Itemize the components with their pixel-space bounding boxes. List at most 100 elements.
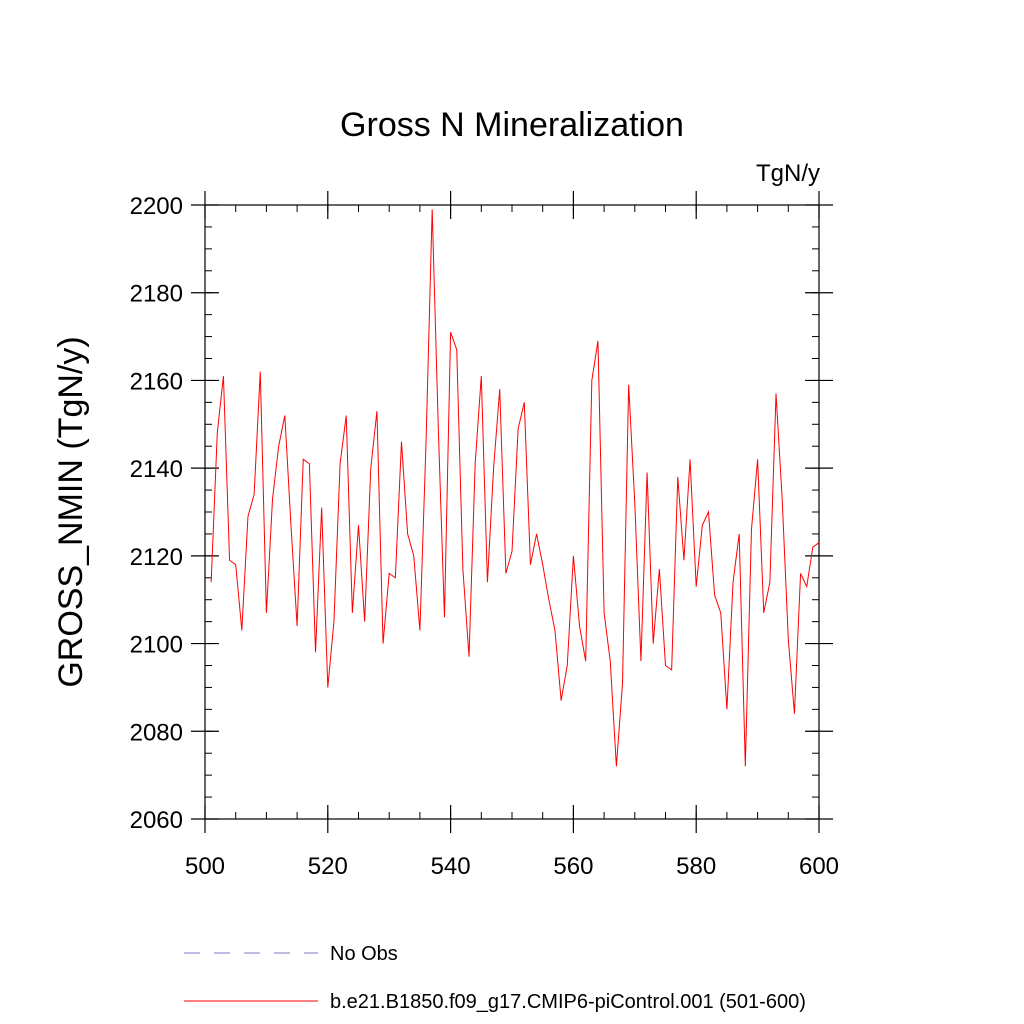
data-point: [450, 332, 451, 333]
data-point: [395, 577, 396, 578]
data-point: [303, 459, 304, 460]
legend: No Obs b.e21.B1850.f09_g17.CMIP6-piContr…: [184, 943, 806, 1013]
data-point: [346, 415, 347, 416]
data-point: [211, 582, 212, 583]
data-point: [432, 209, 433, 210]
data-point: [646, 472, 647, 473]
data-point: [561, 700, 562, 701]
data-point: [272, 498, 273, 499]
y-tick-label: 2120: [130, 544, 183, 571]
data-point: [247, 516, 248, 517]
data-point: [818, 542, 819, 543]
data-point: [217, 432, 218, 433]
data-point: [456, 349, 457, 350]
data-point: [696, 586, 697, 587]
data-point: [659, 568, 660, 569]
data-point: [327, 687, 328, 688]
data-point: [425, 441, 426, 442]
data-point: [352, 612, 353, 613]
data-point: [782, 498, 783, 499]
data-point: [407, 533, 408, 534]
data-point: [788, 639, 789, 640]
data-point: [364, 621, 365, 622]
data-point: [536, 533, 537, 534]
data-point: [585, 661, 586, 662]
data-point: [775, 393, 776, 394]
data-point: [763, 612, 764, 613]
data-point: [610, 661, 611, 662]
data-point: [739, 533, 740, 534]
data-point: [677, 476, 678, 477]
y-tick-label: 2140: [130, 456, 183, 483]
y-tick-label: 2060: [130, 807, 183, 834]
data-point: [757, 459, 758, 460]
minor-ticks: [204, 204, 820, 820]
data-point: [745, 766, 746, 767]
y-tick-label: 2100: [130, 632, 183, 659]
legend-label-model: b.e21.B1850.f09_g17.CMIP6-piControl.001 …: [330, 991, 806, 1013]
data-point: [800, 573, 801, 574]
y-tick-label: 2200: [130, 193, 183, 220]
major-ticks: [191, 191, 833, 833]
data-point: [622, 682, 623, 683]
data-point: [683, 560, 684, 561]
data-point: [548, 599, 549, 600]
data-point: [751, 529, 752, 530]
tick-labels: 500 520 540 560 580 600 2060 2080 2100 2120 2140 21…: [130, 193, 839, 880]
x-tick-label: 560: [553, 853, 593, 880]
data-point: [794, 713, 795, 714]
data-point: [382, 643, 383, 644]
data-point: [315, 652, 316, 653]
data-point: [665, 665, 666, 666]
y-tick-label: 2180: [130, 281, 183, 308]
data-point: [370, 468, 371, 469]
data-point: [591, 380, 592, 381]
x-tick-label: 500: [185, 853, 225, 880]
data-point: [438, 428, 439, 429]
data-point: [481, 375, 482, 376]
data-point: [628, 384, 629, 385]
data-point: [499, 389, 500, 390]
data-point: [524, 402, 525, 403]
data-point: [708, 511, 709, 512]
data-point: [241, 630, 242, 631]
chart-title: Gross N Mineralization: [340, 106, 684, 144]
data-point: [333, 621, 334, 622]
data-point: [597, 340, 598, 341]
data-point: [444, 617, 445, 618]
data-point: [812, 546, 813, 547]
data-point: [290, 525, 291, 526]
data-point: [567, 665, 568, 666]
data-point: [493, 468, 494, 469]
data-point: [653, 643, 654, 644]
data-point: [616, 766, 617, 767]
units-label: TgN/y: [756, 160, 820, 187]
data-point: [671, 669, 672, 670]
data-point: [339, 463, 340, 464]
plot-frame: [204, 204, 820, 820]
data-point: [640, 661, 641, 662]
legend-label-no-obs: No Obs: [330, 943, 398, 965]
data-point: [266, 612, 267, 613]
data-point: [579, 625, 580, 626]
data-point: [223, 375, 224, 376]
x-tick-label: 600: [799, 853, 839, 880]
y-tick-label: 2080: [130, 719, 183, 746]
data-point: [297, 625, 298, 626]
data-point: [358, 525, 359, 526]
data-point: [376, 411, 377, 412]
data-point: [235, 564, 236, 565]
data-point: [462, 568, 463, 569]
data-point: [726, 709, 727, 710]
data-point: [769, 582, 770, 583]
series-line: [210, 209, 820, 767]
data-point: [511, 551, 512, 552]
data-point: [413, 555, 414, 556]
data-point: [505, 573, 506, 574]
y-tick-label: 2160: [130, 368, 183, 395]
data-point: [518, 428, 519, 429]
data-point: [475, 463, 476, 464]
data-point: [634, 503, 635, 504]
data-point: [278, 446, 279, 447]
data-point: [260, 371, 261, 372]
